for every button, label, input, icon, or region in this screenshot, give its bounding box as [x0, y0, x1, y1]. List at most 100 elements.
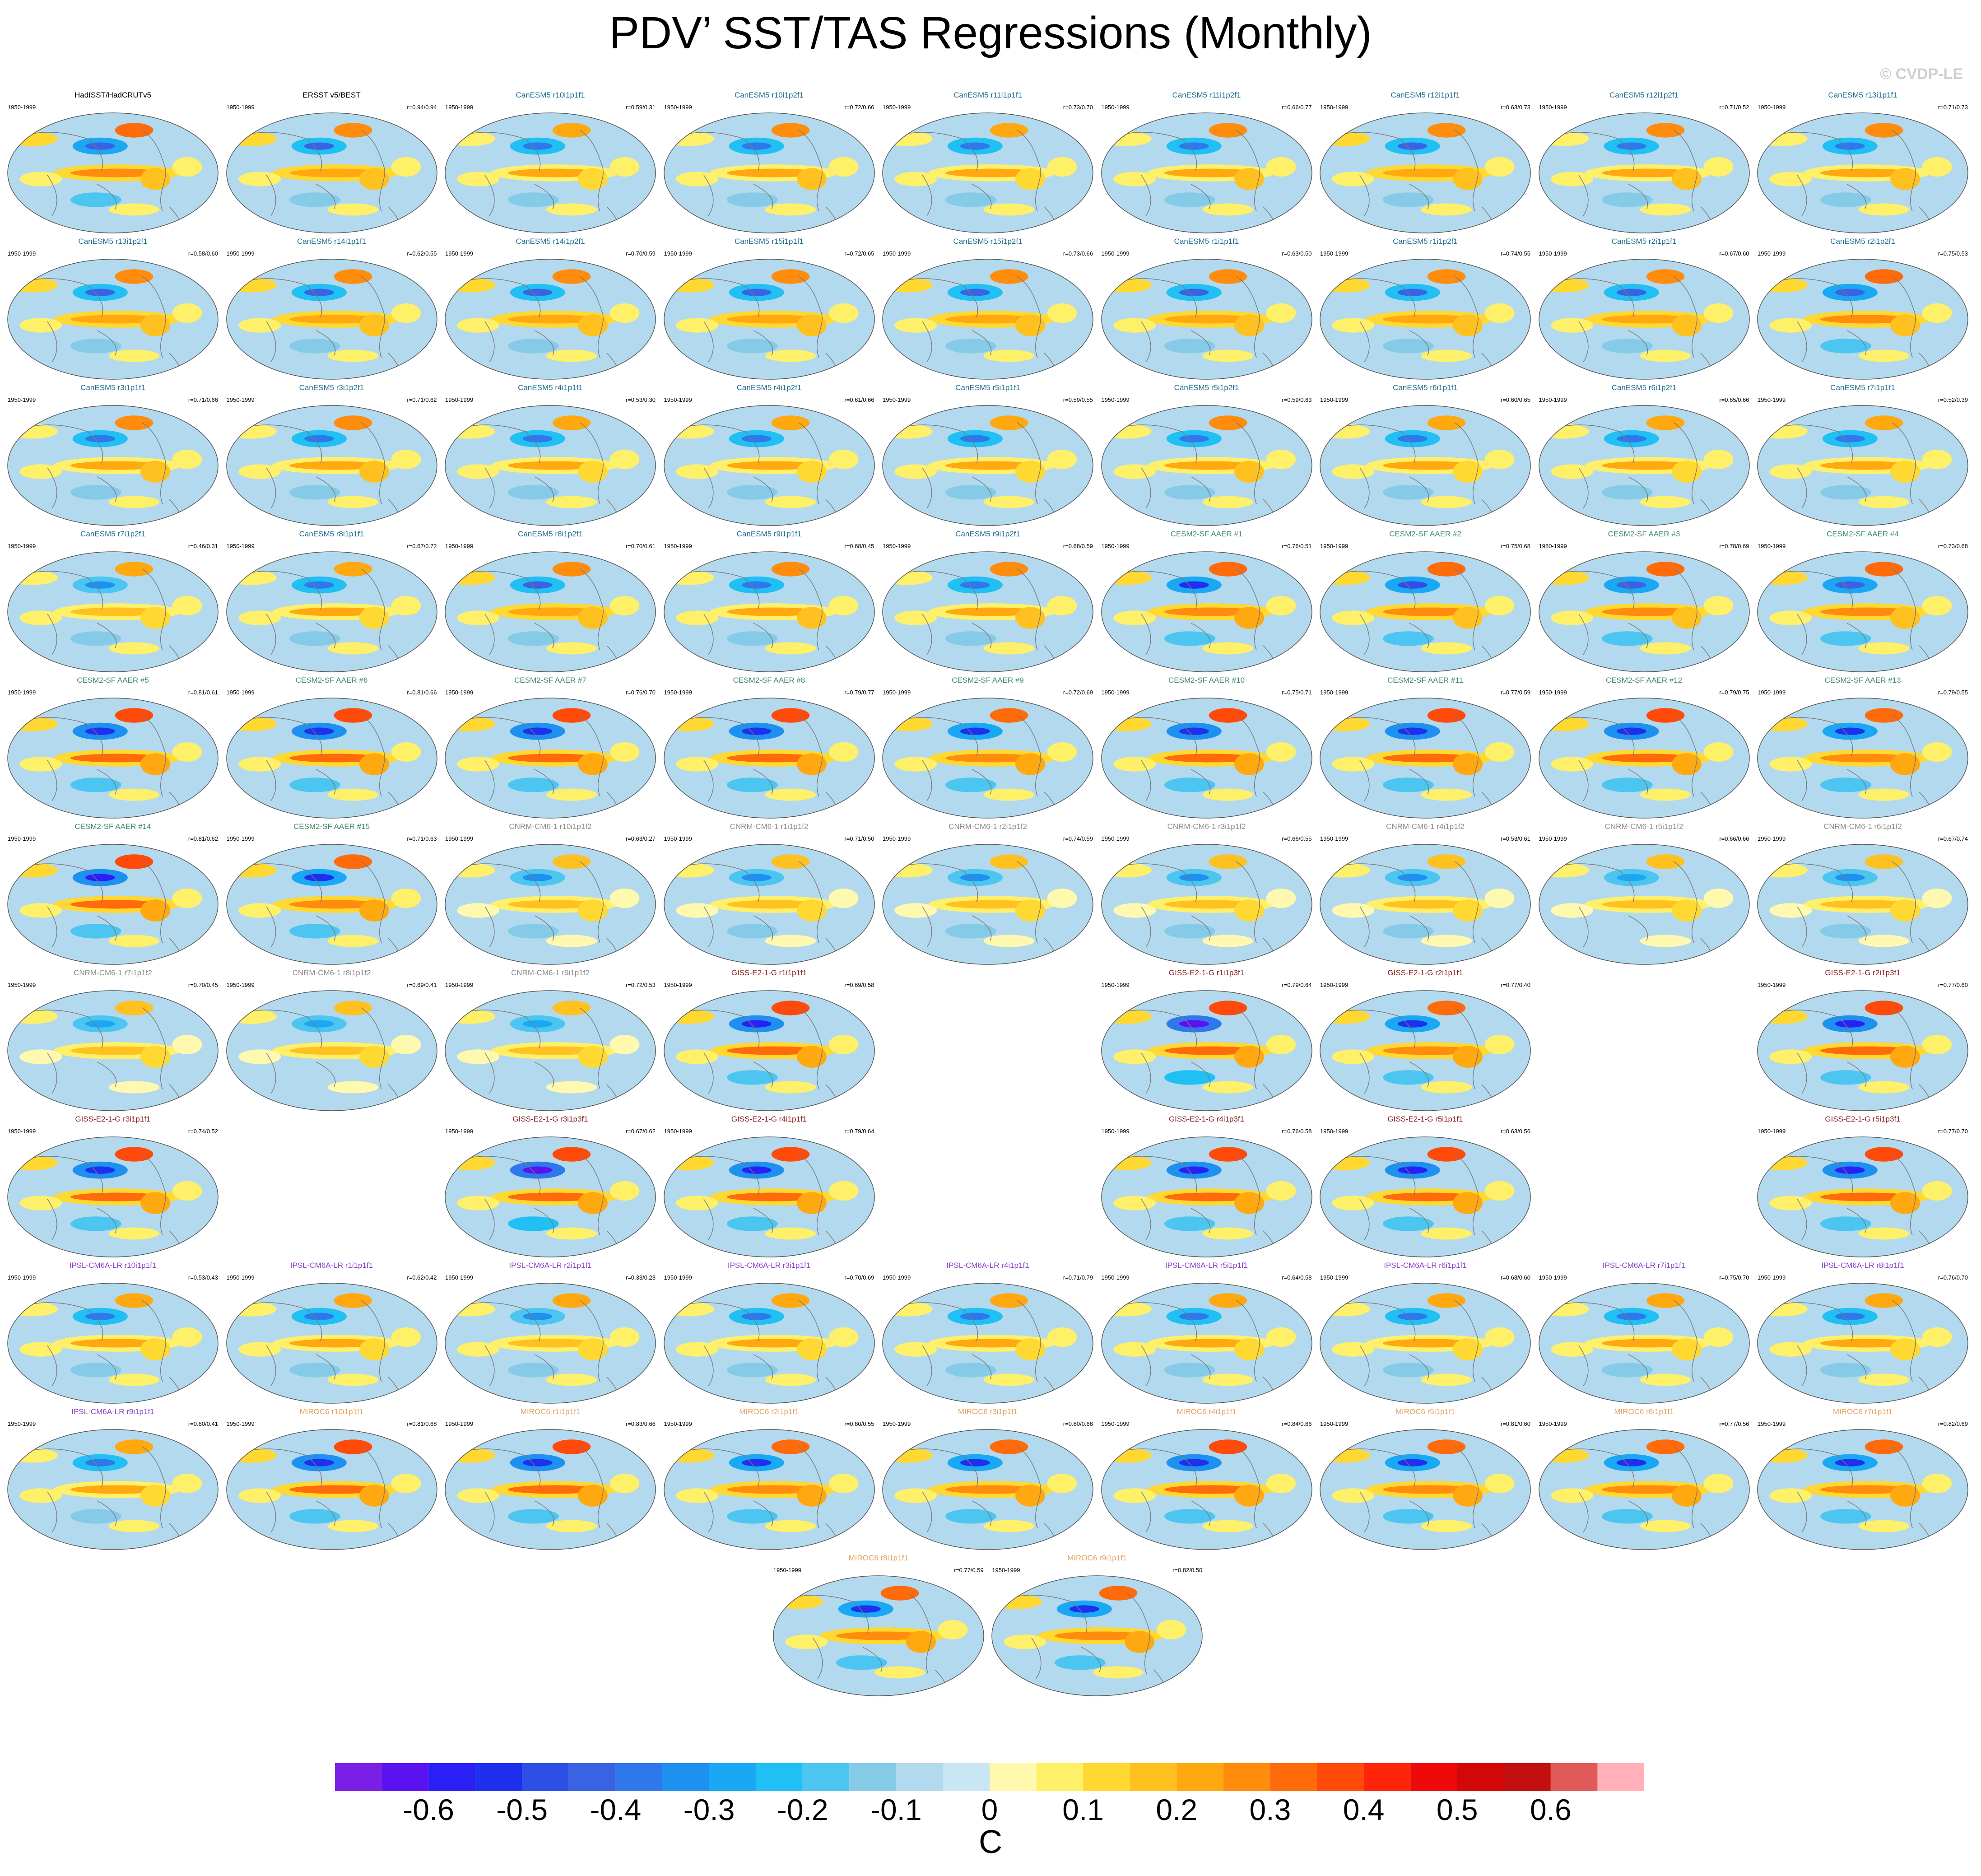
panel-title: CanESM5 r2i1p2f1	[1830, 237, 1895, 246]
colorbar-swatch	[1270, 1763, 1317, 1791]
tropical-pacific-core-anomaly	[289, 1485, 383, 1494]
map-panel: IPSL-CM6A-LR r2i1p1f1 1950-1999 r=0.33/0.2…	[444, 1261, 656, 1407]
coastline-0	[1673, 1300, 1697, 1382]
coastline-4	[1190, 1354, 1210, 1380]
globe-outline	[1320, 844, 1531, 965]
eastern-pacific-coastal-anomaly	[140, 1192, 170, 1214]
eastern-pacific-coastal-anomaly	[1890, 607, 1920, 629]
globe-outline	[7, 844, 219, 965]
atlantic-warm-anomaly	[172, 449, 202, 470]
panel-period: 1950-1999	[992, 1567, 1020, 1573]
panel-title: CanESM5 r7i1p2f1	[80, 530, 145, 538]
panel-title: CanESM5 r9i1p2f1	[955, 530, 1020, 538]
globe-outline	[1101, 259, 1312, 380]
north-pacific-cold-core	[304, 581, 334, 589]
coastline-4	[1190, 623, 1210, 648]
eurasia-warm-anomaly	[1101, 863, 1152, 878]
south-pacific-warm-anomaly	[1202, 788, 1253, 801]
indian-ocean-warm-anomaly	[785, 1634, 828, 1649]
eastern-pacific-coastal-anomaly	[359, 1046, 389, 1068]
indian-ocean-warm-anomaly	[1113, 903, 1156, 918]
map-panel: MIROC6 r1i1p1f1 1950-1999 r=0.83/0.66	[444, 1407, 656, 1554]
south-pacific-cold-anomaly	[1383, 192, 1434, 207]
south-pacific-warm-anomaly	[108, 642, 160, 655]
coastline-0	[1892, 861, 1916, 943]
eurasia-warm-anomaly	[1758, 278, 1808, 293]
alaska-warm-anomaly	[1427, 123, 1466, 138]
eurasia-warm-anomaly	[883, 278, 933, 293]
globe-outline	[445, 405, 656, 526]
eastern-pacific-coastal-anomaly	[796, 461, 827, 483]
panel-correlation: r=0.58/0.60	[188, 250, 218, 257]
coastline-4	[534, 1208, 554, 1234]
tropical-pacific-core-anomaly	[1164, 900, 1258, 909]
coastline-0	[798, 715, 823, 797]
atlantic-warm-anomaly	[391, 157, 421, 177]
south-pacific-warm-anomaly	[983, 349, 1035, 362]
globe-outline	[663, 551, 875, 672]
south-pacific-warm-anomaly	[765, 1520, 816, 1532]
eurasia-warm-anomaly	[1101, 1448, 1152, 1463]
map-panel: CESM2-SF AAER #12 1950-1999 r=0.79/0.75	[1538, 675, 1750, 822]
panel-correlation: r=0.81/0.61	[188, 689, 218, 696]
indian-ocean-warm-anomaly	[894, 1342, 937, 1357]
globe-outline	[663, 259, 875, 380]
coastline-4	[316, 330, 335, 356]
south-pacific-cold-anomaly	[1820, 339, 1871, 354]
regression-map	[7, 1136, 219, 1257]
south-pacific-warm-anomaly	[1421, 935, 1472, 947]
coastline-4	[972, 184, 992, 209]
indian-ocean-warm-anomaly	[1332, 757, 1375, 772]
regression-map	[445, 405, 656, 526]
coastline-0	[142, 715, 166, 797]
panel-correlation: r=0.67/0.60	[1719, 250, 1749, 257]
atlantic-warm-anomaly	[1266, 303, 1296, 323]
panel-correlation: r=0.46/0.31	[188, 543, 218, 549]
atlantic-warm-anomaly	[391, 1327, 421, 1347]
eurasia-warm-anomaly	[445, 278, 495, 293]
north-pacific-cold-core	[85, 1020, 115, 1028]
colorbar-swatch	[990, 1763, 1037, 1791]
eurasia-warm-anomaly	[1539, 1448, 1589, 1463]
map-panel: CanESM5 r12i1p2f1 1950-1999 r=0.71/0.52	[1538, 90, 1750, 237]
indian-ocean-warm-anomaly	[675, 1196, 718, 1210]
coastline-4	[534, 623, 554, 648]
panel-correlation: r=0.67/0.62	[625, 1128, 656, 1135]
eastern-pacific-coastal-anomaly	[796, 1485, 827, 1507]
tropical-pacific-core-anomaly	[508, 1192, 601, 1201]
eastern-pacific-coastal-anomaly	[359, 168, 389, 190]
panel-title: MIROC6 r5i1p1f1	[1395, 1407, 1456, 1416]
south-pacific-warm-anomaly	[983, 496, 1035, 508]
regression-map	[1757, 405, 1968, 526]
north-pacific-cold-core	[1835, 1313, 1865, 1320]
indian-ocean-warm-anomaly	[675, 1049, 718, 1064]
coastline-3	[1797, 906, 1807, 948]
alaska-warm-anomaly	[1865, 1147, 1903, 1162]
atlantic-warm-anomaly	[609, 596, 640, 616]
south-pacific-cold-anomaly	[70, 192, 121, 207]
globe-outline	[882, 405, 1093, 526]
coastline-3	[47, 1491, 57, 1533]
north-pacific-cold-core	[1179, 435, 1209, 442]
eurasia-warm-anomaly	[1101, 278, 1152, 293]
panel-period: 1950-1999	[1758, 543, 1786, 549]
tropical-pacific-core-anomaly	[1055, 1631, 1149, 1640]
tropical-pacific-core-anomaly	[1164, 315, 1258, 324]
north-pacific-cold-core	[1835, 727, 1865, 735]
panel-title: ERSST v5/BEST	[302, 91, 361, 99]
globe-outline	[1101, 1429, 1312, 1550]
coastline-0	[1673, 715, 1697, 797]
north-pacific-cold-core	[1397, 1166, 1428, 1174]
panel-title: CESM2-SF AAER #1	[1170, 530, 1243, 538]
coastline-0	[1673, 276, 1697, 358]
atlantic-warm-anomaly	[1266, 888, 1296, 908]
panel-period: 1950-1999	[1539, 1274, 1567, 1281]
atlantic-warm-anomaly	[609, 1034, 640, 1055]
atlantic-warm-anomaly	[172, 742, 202, 762]
map-panel: IPSL-CM6A-LR r4i1p1f1 1950-1999 r=0.71/0.7…	[882, 1261, 1094, 1407]
regression-map	[1538, 1429, 1750, 1550]
alaska-warm-anomaly	[1646, 1439, 1684, 1454]
indian-ocean-warm-anomaly	[19, 903, 62, 918]
south-pacific-cold-anomaly	[945, 1509, 996, 1524]
south-pacific-cold-anomaly	[70, 1070, 121, 1085]
